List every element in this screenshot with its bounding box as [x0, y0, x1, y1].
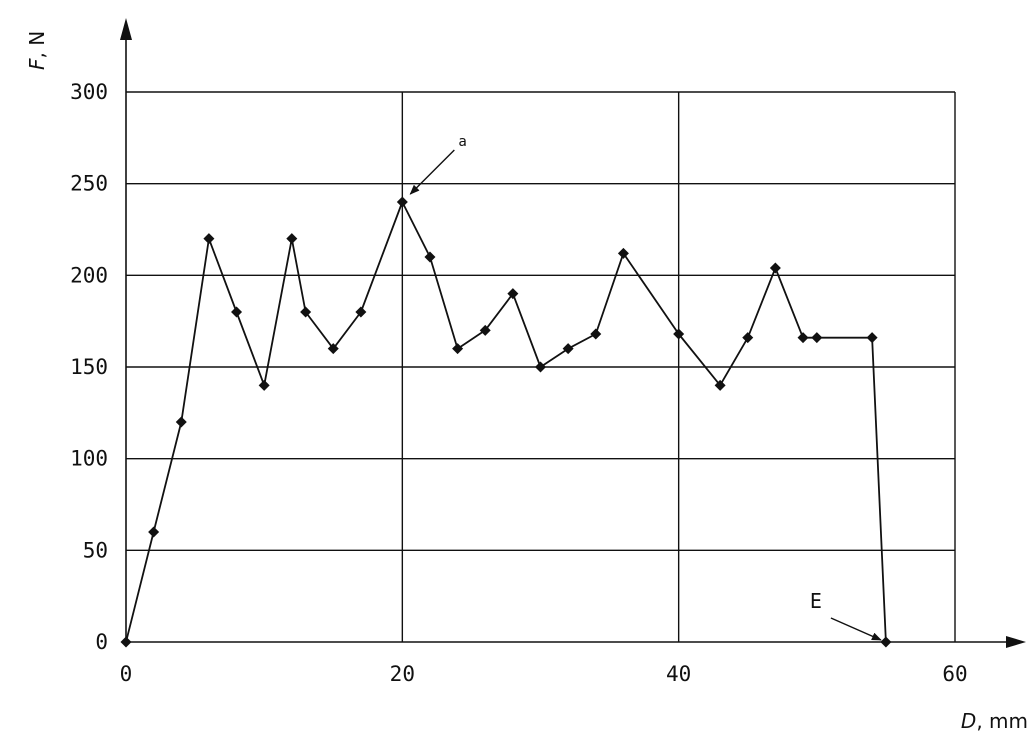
data-point-marker — [866, 332, 878, 344]
data-point-marker — [742, 332, 754, 344]
data-point-marker — [452, 343, 464, 355]
grid — [126, 91, 956, 642]
y-tick-label: 300 — [70, 80, 108, 104]
x-tick-label: 40 — [666, 662, 691, 686]
y-tick-label: 250 — [70, 172, 108, 196]
x-axis-title-name: D — [961, 709, 976, 733]
y-tick-label: 50 — [83, 538, 108, 562]
annotation-label-a: a — [458, 134, 466, 150]
annotation-arrow-e — [830, 617, 882, 641]
data-point-marker — [175, 416, 187, 428]
y-axis-title-name: F — [25, 58, 49, 70]
data-point-marker — [286, 233, 298, 245]
data-point-marker — [231, 306, 243, 318]
data-point-marker — [811, 332, 823, 344]
data-point-marker — [396, 196, 408, 208]
data-point-marker — [479, 324, 491, 336]
annotation-arrow-a — [409, 149, 455, 195]
data-point-marker — [507, 288, 519, 300]
x-tick-label: 20 — [390, 662, 415, 686]
y-axis-title-unit: , N — [25, 31, 49, 59]
x-axis-title-unit: , mm — [976, 709, 1028, 733]
data-point-marker — [714, 379, 726, 391]
data-point-marker — [327, 343, 339, 355]
tick-labels: 0 50 100 150 200 250 300 0 20 40 60 — [70, 80, 968, 686]
data-point-marker — [617, 247, 629, 259]
annotations: aE — [409, 134, 882, 641]
x-axis-title: D, mm — [961, 709, 1028, 733]
y-axis-arrow-icon — [120, 18, 132, 40]
y-axis-title: F, N — [25, 31, 49, 70]
y-tick-label: 0 — [95, 630, 108, 654]
data-point-marker — [148, 526, 160, 538]
data-point-marker — [590, 328, 602, 340]
data-point-marker — [562, 343, 574, 355]
data-point-marker — [797, 332, 809, 344]
axes — [120, 18, 1026, 648]
data-series — [120, 196, 892, 648]
data-point-marker — [535, 361, 546, 373]
x-tick-label: 0 — [120, 662, 133, 686]
data-point-marker — [424, 251, 436, 263]
x-tick-label: 60 — [942, 662, 967, 686]
axis-titles: F, N D, mm — [25, 31, 1028, 733]
data-point-marker — [258, 379, 270, 391]
data-point-marker — [673, 328, 685, 340]
y-tick-label: 100 — [70, 447, 108, 471]
data-point-marker — [769, 262, 781, 274]
annotation-label-e: E — [810, 589, 822, 613]
data-point-marker — [880, 636, 892, 648]
data-point-marker — [120, 636, 132, 648]
data-point-marker — [355, 306, 367, 318]
y-tick-label: 200 — [70, 263, 108, 287]
x-axis-arrow-icon — [1006, 636, 1026, 648]
data-point-marker — [300, 306, 312, 318]
data-point-marker — [203, 233, 215, 245]
y-tick-label: 150 — [70, 355, 108, 379]
